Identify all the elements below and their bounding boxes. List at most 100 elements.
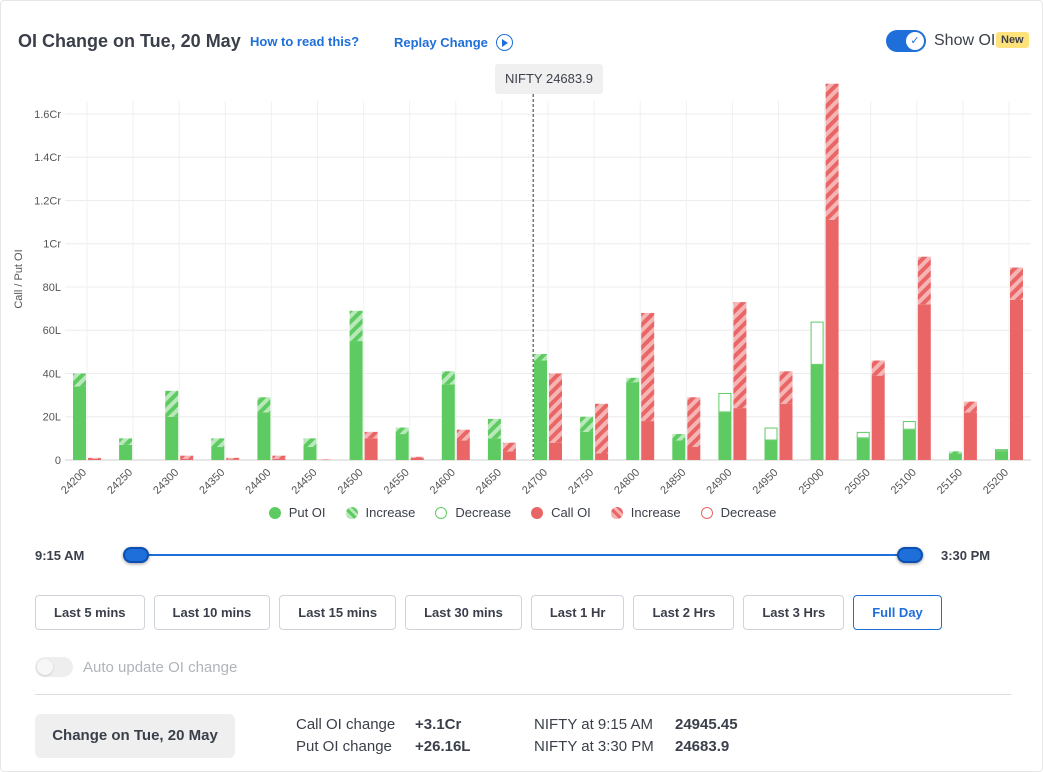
put-oi-increase-bar[interactable] — [349, 310, 363, 342]
put-oi-bar[interactable] — [257, 412, 271, 460]
call-oi-increase-bar[interactable] — [779, 371, 793, 404]
put-oi-bar[interactable] — [73, 386, 86, 460]
call-oi-increase-bar[interactable] — [226, 457, 240, 460]
put-oi-increase-bar[interactable] — [487, 418, 501, 439]
put-oi-increase-bar[interactable] — [948, 451, 962, 454]
range-button-last-10-mins[interactable]: Last 10 mins — [153, 595, 271, 630]
call-oi-increase-bar[interactable] — [410, 456, 424, 458]
call-oi-increase-bar[interactable] — [180, 455, 194, 459]
put-oi-bar[interactable] — [672, 440, 686, 460]
call-oi-bar[interactable] — [963, 412, 977, 460]
put-oi-bar[interactable] — [534, 360, 547, 460]
put-oi-decrease-bar[interactable] — [764, 427, 778, 441]
call-oi-bar[interactable] — [410, 457, 424, 460]
legend-put-oi[interactable]: Put OI — [268, 505, 326, 520]
call-oi-increase-bar[interactable] — [502, 442, 516, 452]
put-oi-increase-bar[interactable] — [441, 371, 455, 385]
time-range-slider[interactable] — [136, 554, 910, 556]
legend-put-increase[interactable]: Increase — [345, 505, 415, 520]
put-oi-increase-bar[interactable] — [626, 377, 640, 383]
put-oi-bar[interactable] — [211, 447, 225, 460]
put-oi-bar[interactable] — [395, 434, 409, 460]
put-oi-increase-bar[interactable] — [303, 438, 317, 448]
show-oi-toggle[interactable]: ✓ — [886, 30, 926, 52]
call-oi-bar[interactable] — [825, 219, 839, 460]
range-button-last-30-mins[interactable]: Last 30 mins — [405, 595, 522, 630]
call-oi-increase-bar[interactable] — [733, 302, 747, 409]
call-oi-bar[interactable] — [733, 408, 747, 460]
put-oi-bar[interactable] — [303, 447, 317, 460]
replay-change-link[interactable]: Replay Change — [394, 34, 513, 51]
call-oi-bar[interactable] — [779, 403, 793, 460]
put-oi-bar[interactable] — [119, 444, 133, 460]
range-button-last-1-hr[interactable]: Last 1 Hr — [530, 595, 625, 630]
call-oi-increase-bar[interactable] — [595, 403, 609, 454]
put-oi-bar[interactable] — [580, 431, 594, 460]
range-button-last-15-mins[interactable]: Last 15 mins — [279, 595, 397, 630]
slider-end-handle[interactable] — [897, 547, 923, 563]
put-oi-increase-bar[interactable] — [119, 438, 133, 445]
call-oi-increase-bar[interactable] — [88, 457, 101, 459]
call-oi-bar[interactable] — [595, 453, 609, 460]
put-oi-increase-bar[interactable] — [73, 373, 86, 387]
call-oi-bar[interactable] — [364, 438, 378, 460]
put-oi-decrease-bar[interactable] — [902, 421, 916, 430]
range-button-last-2-hrs[interactable]: Last 2 Hrs — [633, 595, 735, 630]
put-oi-bar[interactable] — [349, 341, 363, 460]
call-oi-bar[interactable] — [871, 375, 885, 460]
put-oi-increase-bar[interactable] — [580, 416, 594, 432]
call-oi-bar[interactable] — [502, 451, 516, 460]
legend-call-decrease[interactable]: Decrease — [700, 505, 776, 520]
put-oi-decrease-bar[interactable] — [995, 449, 1008, 452]
call-oi-increase-bar[interactable] — [456, 429, 470, 441]
call-oi-increase-bar[interactable] — [364, 431, 378, 439]
put-oi-increase-bar[interactable] — [672, 434, 686, 441]
put-oi-decrease-bar[interactable] — [718, 392, 732, 413]
call-oi-increase-bar[interactable] — [641, 312, 655, 422]
change-date-button[interactable]: Change on Tue, 20 May — [35, 714, 235, 758]
put-oi-increase-bar[interactable] — [534, 354, 547, 361]
call-oi-bar[interactable] — [226, 459, 240, 460]
slider-start-handle[interactable] — [123, 547, 149, 563]
legend-call-increase[interactable]: Increase — [610, 505, 681, 520]
put-oi-decrease-bar[interactable] — [856, 431, 870, 439]
put-oi-bar[interactable] — [810, 364, 824, 460]
range-button-full-day[interactable]: Full Day — [853, 595, 942, 630]
call-oi-increase-bar[interactable] — [963, 401, 977, 413]
put-oi-bar[interactable] — [487, 438, 501, 460]
put-oi-bar[interactable] — [948, 453, 962, 460]
legend-put-decrease[interactable]: Decrease — [435, 505, 511, 520]
call-oi-bar[interactable] — [272, 458, 286, 460]
call-oi-bar[interactable] — [641, 421, 655, 460]
call-oi-bar[interactable] — [1010, 299, 1023, 460]
put-oi-increase-bar[interactable] — [395, 427, 409, 435]
call-oi-increase-bar[interactable] — [917, 256, 931, 305]
call-oi-bar[interactable] — [687, 447, 701, 460]
put-oi-bar[interactable] — [626, 382, 640, 460]
call-oi-increase-bar[interactable] — [1010, 267, 1023, 300]
call-oi-bar[interactable] — [88, 458, 101, 460]
range-button-last-3-hrs[interactable]: Last 3 Hrs — [743, 595, 845, 630]
put-oi-increase-bar[interactable] — [257, 397, 271, 413]
call-oi-bar[interactable] — [456, 440, 470, 460]
put-oi-bar[interactable] — [995, 451, 1008, 460]
range-button-last-5-mins[interactable]: Last 5 mins — [35, 595, 145, 630]
call-oi-bar[interactable] — [180, 458, 194, 460]
call-oi-bar[interactable] — [549, 442, 562, 460]
auto-update-toggle[interactable] — [35, 657, 73, 677]
put-oi-bar[interactable] — [764, 440, 778, 460]
call-oi-increase-bar[interactable] — [687, 397, 701, 448]
legend-call-oi[interactable]: Call OI — [531, 505, 591, 520]
put-oi-bar[interactable] — [718, 412, 732, 460]
put-oi-increase-bar[interactable] — [211, 438, 225, 448]
put-oi-bar[interactable] — [902, 429, 916, 460]
put-oi-bar[interactable] — [441, 384, 455, 460]
call-oi-increase-bar[interactable] — [825, 83, 839, 220]
put-oi-bar[interactable] — [165, 416, 179, 460]
put-oi-decrease-bar[interactable] — [810, 321, 824, 365]
call-oi-increase-bar[interactable] — [549, 373, 562, 443]
put-oi-increase-bar[interactable] — [165, 390, 179, 417]
call-oi-increase-bar[interactable] — [272, 455, 286, 459]
how-to-read-link[interactable]: How to read this? — [250, 34, 360, 49]
call-oi-increase-bar[interactable] — [871, 360, 885, 376]
